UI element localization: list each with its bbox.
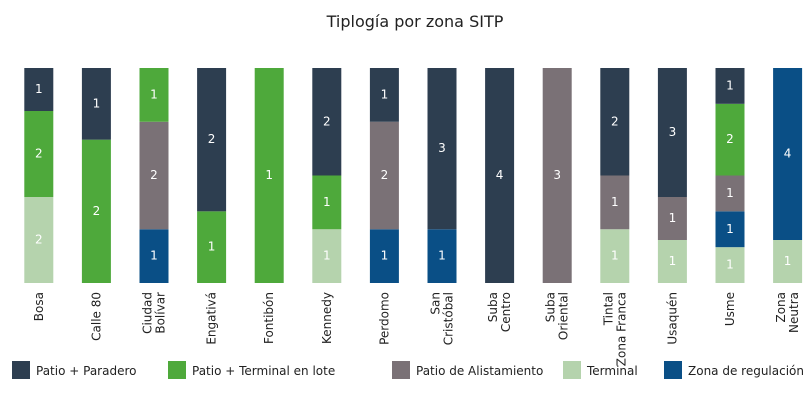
data-label: 4	[784, 147, 792, 161]
x-tick-label: TintalZona Franca	[601, 292, 628, 366]
bar-segment	[369, 68, 399, 122]
bar-segment	[369, 229, 399, 283]
data-label: 1	[150, 249, 158, 263]
data-label: 1	[381, 249, 389, 263]
legend-swatch	[664, 361, 682, 379]
x-tick-label: Calle 80	[89, 292, 103, 341]
x-tick-label: Perdomo	[377, 292, 391, 345]
data-label: 1	[208, 240, 216, 254]
x-tick-label: Kennedy	[320, 292, 334, 344]
bar-segment	[197, 211, 227, 283]
bar-segment	[139, 68, 169, 122]
bar-segment	[254, 68, 284, 283]
bar-segment	[715, 175, 745, 212]
x-tick-label: Usme	[723, 292, 737, 326]
x-tick-label: SanCristóbal	[429, 292, 456, 345]
bar-segment	[715, 68, 745, 104]
bar-segment	[657, 197, 687, 240]
bar-segment	[657, 68, 687, 197]
data-label: 1	[611, 249, 619, 263]
bar-segment	[312, 175, 342, 230]
data-label: 1	[93, 96, 101, 110]
bar-segment	[773, 68, 803, 240]
bar-segment	[715, 103, 745, 176]
data-label: 1	[784, 254, 792, 268]
x-tick-label: Fontibón	[262, 292, 276, 344]
x-tick-label: ZonaNeutra	[774, 292, 801, 333]
data-label: 4	[496, 168, 504, 182]
data-label: 2	[323, 114, 331, 128]
data-label: 2	[381, 168, 389, 182]
data-label: 3	[553, 168, 561, 182]
data-label: 2	[35, 233, 43, 247]
data-label: 1	[323, 195, 331, 209]
bar-segment	[197, 68, 227, 212]
data-label: 2	[611, 114, 619, 128]
legend-label: Terminal	[586, 364, 638, 378]
bar-segment	[600, 229, 630, 283]
data-label: 2	[208, 132, 216, 146]
data-label: 1	[611, 195, 619, 209]
data-label: 2	[726, 132, 734, 146]
data-label: 3	[438, 141, 446, 155]
data-label: 1	[669, 211, 677, 225]
data-label: 1	[726, 78, 734, 92]
data-label: 1	[669, 254, 677, 268]
legend-swatch	[563, 361, 581, 379]
bar-segment	[715, 247, 745, 283]
x-tick-label: Usaquén	[665, 292, 679, 345]
legend-label: Patio + Paradero	[36, 364, 136, 378]
data-label: 1	[150, 87, 158, 101]
bar-segment	[24, 111, 54, 197]
data-label: 1	[265, 168, 273, 182]
data-label: 1	[35, 82, 43, 96]
x-tick-label: Engativá	[205, 292, 219, 345]
bar-segment	[427, 68, 457, 230]
data-label: 1	[726, 186, 734, 200]
bar-segment	[312, 229, 342, 283]
bar-segment	[427, 229, 457, 283]
legend-swatch	[392, 361, 410, 379]
data-label: 1	[323, 249, 331, 263]
bar-segment	[542, 68, 572, 283]
chart-title: Tiplogía por zona SITP	[326, 12, 504, 31]
legend-label: Patio de Alistamiento	[416, 364, 543, 378]
data-label: 1	[438, 249, 446, 263]
bar-segment	[715, 211, 745, 248]
bar-segment	[773, 240, 803, 283]
data-label: 3	[669, 125, 677, 139]
bar-segment	[81, 139, 111, 283]
bar-segment	[657, 240, 687, 283]
bar-segment	[139, 229, 169, 283]
bar-segment	[24, 68, 54, 111]
x-tick-label: SubaCentro	[486, 292, 513, 332]
bar-segment	[81, 68, 111, 140]
x-tick-label: CiudadBolívar	[141, 292, 168, 334]
bar-segment	[485, 68, 515, 283]
data-label: 2	[93, 204, 101, 218]
bar-segment	[600, 68, 630, 176]
data-label: 2	[150, 168, 158, 182]
legend-swatch	[12, 361, 30, 379]
bar-segment	[600, 175, 630, 230]
bar-segment	[312, 68, 342, 176]
data-label: 1	[726, 222, 734, 236]
x-tick-label: Bosa	[32, 292, 46, 321]
bar-segment	[139, 121, 169, 230]
legend-swatch	[168, 361, 186, 379]
data-label: 2	[35, 147, 43, 161]
legend-label: Patio + Terminal en lote	[192, 364, 335, 378]
data-label: 1	[726, 258, 734, 272]
data-label: 1	[381, 87, 389, 101]
x-tick-label: SubaOriental	[544, 292, 571, 340]
bar-segment	[24, 197, 54, 283]
bar-segment	[369, 121, 399, 230]
legend-label: Zona de regulación	[688, 364, 804, 378]
